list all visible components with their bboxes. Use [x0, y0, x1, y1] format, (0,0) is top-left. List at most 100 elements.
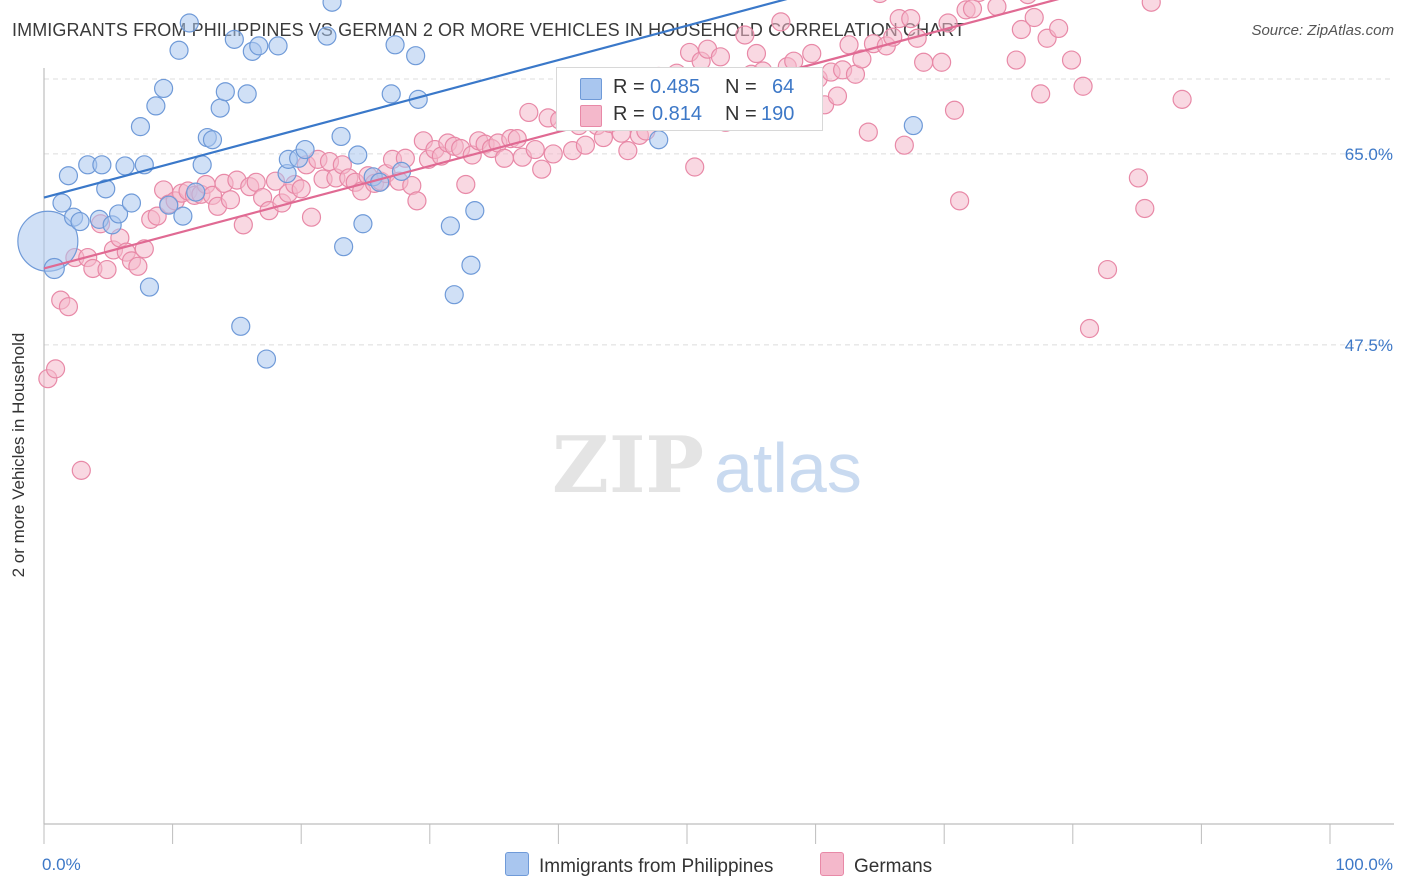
legend-n-label: N = [725, 103, 757, 125]
germans-point [301, 207, 322, 227]
legend-row-germans: R = 0.814 N = 190 [557, 103, 822, 129]
legend-n-value: 64 [772, 76, 795, 98]
philippines-point [249, 36, 269, 56]
legend-r-label: R = [613, 76, 645, 98]
germans-point [1024, 7, 1044, 28]
germans-point [128, 256, 148, 276]
chart-title: IMMIGRANTS FROM PHILIPPINES VS GERMAN 2 … [12, 20, 966, 40]
watermark-zip: ZIP [552, 420, 704, 511]
legend-row-philippines: R = 0.485 N = 64 [557, 76, 822, 102]
philippines-point [237, 84, 257, 104]
legend-n-label: N = [725, 76, 757, 98]
germans-point [1135, 198, 1155, 219]
germans-point [1073, 76, 1093, 96]
germans-point [1172, 89, 1192, 109]
philippines-point [385, 35, 405, 55]
philippines-point [224, 29, 244, 49]
philippines-point [202, 130, 223, 150]
y-axis-label: 2 or more Vehicles in Household [9, 332, 28, 578]
philippines-point [52, 193, 72, 213]
germans-point [962, 0, 983, 19]
germans-point [839, 35, 859, 55]
legend-swatch-blue [580, 78, 602, 100]
philippines-point [348, 145, 368, 165]
philippines-point [70, 211, 90, 232]
y-tick-label: 47.5% [1345, 336, 1393, 355]
philippines-point [370, 172, 390, 192]
philippines-point [96, 179, 116, 199]
philippines-point [444, 285, 464, 305]
philippines-point [649, 130, 669, 150]
philippines-point [153, 78, 174, 99]
philippines-point [159, 195, 179, 215]
legend-item-germans: Germans [820, 852, 932, 878]
germans-point [735, 25, 755, 45]
germans-point [618, 141, 638, 161]
axes [43, 68, 1394, 844]
tick-labels: 47.5%65.0%82.5%100.0%0.0%100.0% [42, 145, 1393, 874]
legend-swatch-pink [580, 105, 602, 127]
y-tick-label: 65.0% [1345, 145, 1393, 164]
germans-point [973, 0, 985, 3]
philippines-point [146, 96, 166, 116]
germans-point [914, 52, 934, 72]
germans-point [45, 359, 66, 379]
germans-point [519, 102, 539, 123]
legend-label-germans: Germans [854, 856, 933, 877]
philippines-point [215, 82, 235, 102]
germans-point [575, 135, 596, 155]
source-label: Source: ZipAtlas.com [1251, 22, 1394, 39]
philippines-point [92, 155, 112, 175]
legend-swatch-pink [820, 852, 844, 876]
x-tick-label: 0.0% [42, 855, 81, 874]
germans-point [872, 0, 887, 4]
philippines-point [139, 277, 160, 297]
legend-item-philippines: Immigrants from Philippines [505, 852, 773, 878]
philippines-point [461, 255, 481, 275]
philippines-point [256, 349, 277, 369]
philippines-point [231, 316, 251, 336]
germans-point [97, 259, 117, 280]
germans-point [134, 239, 154, 259]
watermark-atlas: atlas [714, 429, 862, 507]
germans-point [802, 43, 822, 64]
series-immigrants-from-philippines [17, 0, 923, 369]
philippines-point [295, 139, 315, 160]
germans-point [233, 215, 253, 235]
germans-point [1031, 84, 1051, 104]
philippines-point [108, 204, 129, 224]
germans-point [894, 135, 914, 155]
philippines-point [353, 214, 373, 234]
philippines-point [58, 166, 79, 186]
philippines-point [173, 206, 193, 226]
germans-point [456, 174, 476, 195]
watermark: ZIP atlas [552, 420, 862, 511]
germans-point [291, 179, 311, 199]
philippines-point [186, 182, 206, 202]
germans-point [1141, 0, 1161, 12]
stats-legend: R = 0.485 N = 64 R = 0.814 N = 190 [556, 67, 823, 131]
philippines-point [179, 13, 199, 33]
germans-point [71, 460, 91, 480]
germans-point [858, 122, 878, 142]
germans-point [950, 191, 970, 211]
germans-point [494, 148, 514, 168]
germans-point [1128, 168, 1148, 188]
germans-point [746, 43, 767, 64]
legend-swatch-blue [505, 852, 529, 876]
germans-point [407, 191, 427, 211]
philippines-point [268, 36, 288, 56]
philippines-point [317, 26, 337, 46]
philippines-point [115, 156, 135, 176]
germans-point [1011, 19, 1031, 40]
germans-point [1061, 50, 1082, 70]
germans-point [710, 47, 731, 67]
philippines-point [903, 115, 923, 136]
philippines-point [331, 126, 351, 147]
germans-point [827, 86, 848, 106]
germans-point [944, 100, 965, 120]
philippines-point [440, 216, 460, 236]
philippines-point [322, 0, 342, 12]
philippines-point [130, 117, 151, 137]
